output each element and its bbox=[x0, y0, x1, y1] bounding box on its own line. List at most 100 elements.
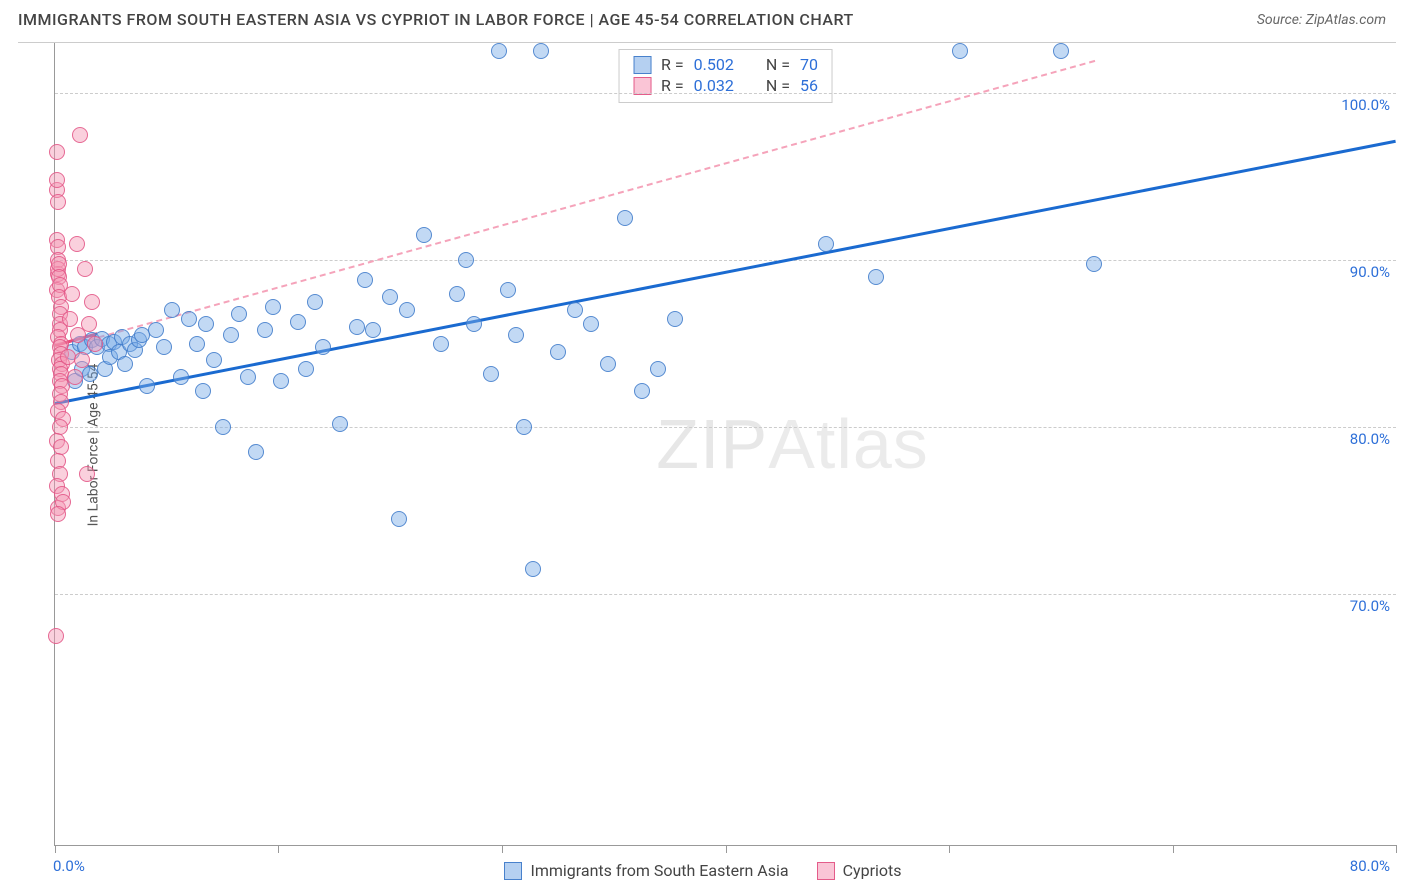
y-tick-label: 80.0% bbox=[1350, 430, 1390, 448]
data-point bbox=[49, 144, 65, 160]
data-point bbox=[48, 628, 64, 644]
data-point bbox=[156, 339, 172, 355]
data-point bbox=[231, 306, 247, 322]
data-point bbox=[525, 561, 541, 577]
stats-box: R = 0.502 N = 70 R = 0.032 N = 56 bbox=[618, 49, 833, 103]
data-point bbox=[74, 352, 90, 368]
data-point bbox=[868, 269, 884, 285]
x-tick bbox=[278, 845, 279, 853]
gridline bbox=[55, 594, 1396, 595]
source-label: Source: ZipAtlas.com bbox=[1257, 12, 1386, 28]
data-point bbox=[206, 352, 222, 368]
legend-item-2: Cypriots bbox=[817, 861, 902, 880]
y-tick-label: 100.0% bbox=[1341, 96, 1390, 114]
data-point bbox=[164, 302, 180, 318]
data-point bbox=[50, 506, 66, 522]
data-point bbox=[1086, 256, 1102, 272]
data-point bbox=[223, 327, 239, 343]
data-point bbox=[79, 466, 95, 482]
data-point bbox=[181, 311, 197, 327]
data-point bbox=[650, 361, 666, 377]
x-tick bbox=[1396, 845, 1397, 853]
data-point bbox=[117, 356, 133, 372]
x-tick bbox=[949, 845, 950, 853]
y-tick-label: 90.0% bbox=[1350, 263, 1390, 281]
n-label: N = bbox=[766, 55, 790, 74]
data-point bbox=[69, 236, 85, 252]
data-point bbox=[466, 316, 482, 332]
data-point bbox=[248, 444, 264, 460]
data-point bbox=[433, 336, 449, 352]
data-point bbox=[332, 416, 348, 432]
data-point bbox=[290, 314, 306, 330]
data-point bbox=[307, 294, 323, 310]
plot-area: ZIPAtlas R = 0.502 N = 70 R = 0.032 N = … bbox=[54, 43, 1396, 846]
data-point bbox=[72, 127, 88, 143]
chart-title: IMMIGRANTS FROM SOUTH EASTERN ASIA VS CY… bbox=[18, 10, 854, 29]
swatch-pink-icon bbox=[817, 862, 835, 880]
data-point bbox=[82, 366, 98, 382]
data-point bbox=[77, 261, 93, 277]
stats-row-series1: R = 0.502 N = 70 bbox=[633, 54, 818, 75]
data-point bbox=[273, 373, 289, 389]
data-point bbox=[240, 369, 256, 385]
x-tick bbox=[502, 845, 503, 853]
data-point bbox=[265, 299, 281, 315]
data-point bbox=[215, 419, 231, 435]
trend-line bbox=[55, 140, 1397, 405]
data-point bbox=[315, 339, 331, 355]
data-point bbox=[189, 336, 205, 352]
data-point bbox=[173, 369, 189, 385]
swatch-pink-icon bbox=[633, 77, 651, 95]
r-label: R = bbox=[661, 55, 684, 74]
data-point bbox=[357, 272, 373, 288]
data-point bbox=[81, 316, 97, 332]
data-point bbox=[600, 356, 616, 372]
legend: Immigrants from South Eastern Asia Cypri… bbox=[0, 861, 1406, 880]
data-point bbox=[583, 316, 599, 332]
data-point bbox=[634, 383, 650, 399]
x-tick bbox=[726, 845, 727, 853]
data-point bbox=[382, 289, 398, 305]
data-point bbox=[491, 43, 507, 59]
data-point bbox=[458, 252, 474, 268]
swatch-blue-icon bbox=[504, 862, 522, 880]
data-point bbox=[87, 336, 103, 352]
data-point bbox=[391, 511, 407, 527]
data-point bbox=[64, 286, 80, 302]
data-point bbox=[667, 311, 683, 327]
data-point bbox=[49, 172, 65, 188]
data-point bbox=[139, 378, 155, 394]
data-point bbox=[298, 361, 314, 377]
data-point bbox=[67, 369, 83, 385]
data-point bbox=[818, 236, 834, 252]
y-tick-label: 70.0% bbox=[1350, 597, 1390, 615]
data-point bbox=[198, 316, 214, 332]
data-point bbox=[483, 366, 499, 382]
data-point bbox=[349, 319, 365, 335]
data-point bbox=[550, 344, 566, 360]
legend-label-2: Cypriots bbox=[843, 861, 902, 880]
data-point bbox=[516, 419, 532, 435]
swatch-blue-icon bbox=[633, 56, 651, 74]
data-point bbox=[399, 302, 415, 318]
data-point bbox=[50, 194, 66, 210]
data-point bbox=[500, 282, 516, 298]
data-point bbox=[952, 43, 968, 59]
n-value-1: 70 bbox=[800, 55, 818, 74]
gridline bbox=[55, 93, 1396, 94]
x-tick bbox=[1173, 845, 1174, 853]
data-point bbox=[533, 43, 549, 59]
r-value-1: 0.502 bbox=[694, 55, 734, 74]
data-point bbox=[416, 227, 432, 243]
legend-item-1: Immigrants from South Eastern Asia bbox=[504, 861, 788, 880]
data-point bbox=[508, 327, 524, 343]
data-point bbox=[567, 302, 583, 318]
legend-label-1: Immigrants from South Eastern Asia bbox=[530, 861, 788, 880]
chart-container: In Labor Force | Age 45-54 ZIPAtlas R = … bbox=[18, 42, 1396, 846]
data-point bbox=[365, 322, 381, 338]
data-point bbox=[1053, 43, 1069, 59]
gridline bbox=[55, 260, 1396, 261]
data-point bbox=[195, 383, 211, 399]
data-point bbox=[617, 210, 633, 226]
